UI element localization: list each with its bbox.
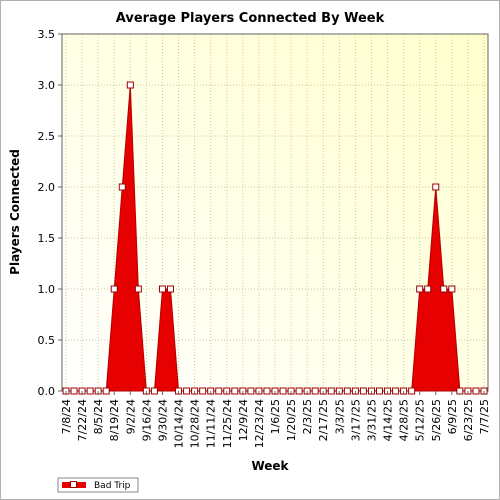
data-point xyxy=(440,285,448,293)
x-tick-label: 12/23/24 xyxy=(253,399,266,448)
data-point xyxy=(183,387,191,395)
x-tick-label: 2/17/25 xyxy=(317,399,330,441)
data-point xyxy=(343,387,351,395)
x-tick-label: 5/12/25 xyxy=(414,399,427,441)
data-point xyxy=(70,387,78,395)
data-point xyxy=(102,387,110,395)
y-tick-label: 0.5 xyxy=(38,334,56,347)
data-point xyxy=(359,387,367,395)
data-point xyxy=(279,387,287,395)
legend-label: Bad Trip xyxy=(94,481,131,491)
x-tick-label: 7/8/24 xyxy=(60,399,73,434)
x-tick-label: 4/14/25 xyxy=(382,399,395,441)
chart-title: Average Players Connected By Week xyxy=(116,11,385,26)
x-tick-label: 1/20/25 xyxy=(285,399,298,441)
x-tick-label: 6/23/25 xyxy=(462,399,475,441)
y-tick-label: 2.0 xyxy=(38,181,56,194)
x-tick-label: 5/26/25 xyxy=(430,399,443,441)
x-tick-label: 12/9/24 xyxy=(237,399,250,441)
data-point xyxy=(110,285,118,293)
x-tick-label: 1/6/25 xyxy=(269,399,282,434)
data-point xyxy=(448,285,456,293)
data-point xyxy=(199,387,207,395)
data-point xyxy=(118,183,126,191)
data-point xyxy=(432,183,440,191)
data-point xyxy=(416,285,424,293)
x-tick-label: 9/30/24 xyxy=(156,399,169,441)
data-point xyxy=(158,285,166,293)
x-tick-label: 2/3/25 xyxy=(301,399,314,434)
x-tick-label: 11/11/24 xyxy=(205,399,218,448)
data-point xyxy=(215,387,223,395)
data-point xyxy=(311,387,319,395)
data-point xyxy=(472,387,480,395)
x-tick-label: 7/22/24 xyxy=(76,399,89,441)
y-tick-label: 2.5 xyxy=(38,130,56,143)
y-axis-ticks: 0.0 0.5 1.0 1.5 2.0 2.5 3.0 3.5 xyxy=(38,28,62,398)
x-tick-label: 3/3/25 xyxy=(333,399,346,434)
x-tick-label: 6/9/25 xyxy=(446,399,459,434)
y-tick-label: 3.0 xyxy=(38,79,56,92)
x-tick-label: 3/31/25 xyxy=(365,399,378,441)
x-tick-label: 4/28/25 xyxy=(398,399,411,441)
x-tick-label: 9/16/24 xyxy=(140,399,153,441)
y-tick-label: 1.5 xyxy=(38,232,56,245)
x-tick-label: 3/17/25 xyxy=(349,399,362,441)
data-point xyxy=(456,387,464,395)
x-axis-ticks: 7/8/24 7/22/24 8/5/24 8/19/24 9/2/24 9/16/24 9… xyxy=(60,391,491,448)
data-point xyxy=(231,387,239,395)
data-point xyxy=(295,387,303,395)
x-tick-label: 8/5/24 xyxy=(92,399,105,434)
legend: Bad Trip xyxy=(57,477,139,493)
data-point xyxy=(424,285,432,293)
data-point xyxy=(134,285,142,293)
data-point xyxy=(247,387,255,395)
data-point xyxy=(327,387,335,395)
data-point xyxy=(376,387,383,395)
x-tick-label: 10/28/24 xyxy=(189,399,202,448)
x-axis-title: Week xyxy=(251,459,289,473)
data-point xyxy=(167,285,174,293)
legend-box xyxy=(57,477,139,493)
x-tick-label: 8/19/24 xyxy=(108,399,121,441)
data-point xyxy=(126,81,134,89)
x-tick-label: 10/14/24 xyxy=(173,399,186,448)
y-tick-label: 1.0 xyxy=(38,283,56,296)
data-point xyxy=(263,387,271,395)
legend-marker xyxy=(70,481,77,488)
data-point xyxy=(86,387,94,395)
x-tick-label: 11/25/24 xyxy=(221,399,234,448)
y-tick-label: 0.0 xyxy=(38,385,56,398)
y-axis-title: Players Connected xyxy=(8,149,22,275)
x-tick-label: 7/7/25 xyxy=(478,399,491,434)
y-tick-label: 3.5 xyxy=(38,28,56,41)
data-point xyxy=(150,387,158,395)
x-tick-label: 9/2/24 xyxy=(124,399,137,434)
data-point xyxy=(408,387,416,395)
data-point xyxy=(392,387,400,395)
